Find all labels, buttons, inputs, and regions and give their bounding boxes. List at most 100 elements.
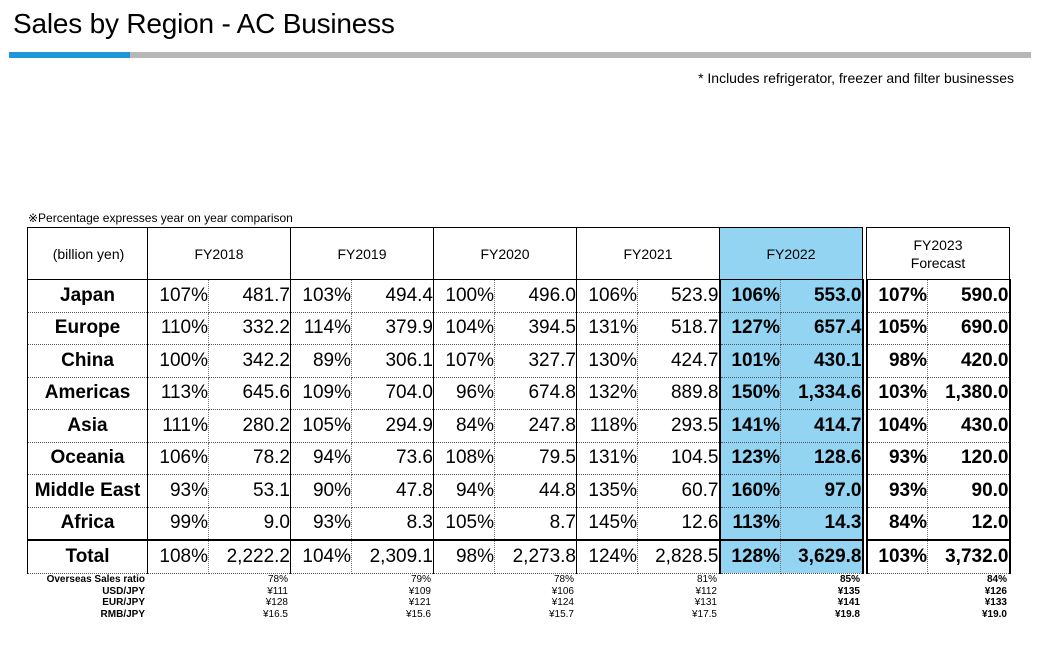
sales-value-cell: 53.1 xyxy=(208,474,291,508)
sales-value-cell: 14.3 xyxy=(780,507,864,541)
footer-value: 85% xyxy=(839,574,860,586)
sales-value-cell: 494.4 xyxy=(351,279,434,313)
title-rule-accent xyxy=(9,52,130,58)
sales-value-cell: 306.1 xyxy=(351,344,434,378)
yoy-percent-cell: 145% xyxy=(576,507,638,541)
table-row: Europe 110% 332.2 114% 379.9 104% 394.5 131% 518… xyxy=(27,312,1011,345)
yoy-percent-cell: 103% xyxy=(865,539,928,574)
table-row: China 100% 342.2 89% 306.1 107% 327.7 130% 424.7… xyxy=(27,344,1011,378)
yoy-percent-cell: 93% xyxy=(865,442,928,475)
footer-value: ¥135 xyxy=(837,585,860,597)
yoy-percent-cell: 101% xyxy=(718,344,781,378)
sales-value-cell: 704.0 xyxy=(351,377,434,410)
footer-row: RMB/JPY ¥16.5 ¥15.6 ¥15.7 ¥17.5 ¥19.8 ¥19.0 xyxy=(27,609,1009,621)
yoy-percent-cell: 98% xyxy=(865,344,928,378)
sales-value-cell: 8.3 xyxy=(351,507,434,541)
sales-value-cell: 9.0 xyxy=(208,507,291,541)
yoy-percent-cell: 131% xyxy=(576,442,638,475)
sales-value-cell: 280.2 xyxy=(208,409,291,443)
sales-value-cell: 420.0 xyxy=(927,344,1011,378)
sales-value-cell: 293.5 xyxy=(637,409,720,443)
sales-value-cell: 481.7 xyxy=(208,279,291,313)
footer-label: EUR/JPY xyxy=(102,597,145,609)
footer-value: ¥121 xyxy=(408,597,431,609)
yoy-percent-cell: 127% xyxy=(718,312,781,345)
sales-value-cell: 60.7 xyxy=(637,474,720,508)
region-label: Middle East xyxy=(27,474,148,508)
footer-value: ¥17.5 xyxy=(691,608,717,620)
yoy-percent-cell: 84% xyxy=(433,409,495,443)
region-label: Europe xyxy=(27,312,148,345)
sales-value-cell: 523.9 xyxy=(637,279,720,313)
sales-value-cell: 78.2 xyxy=(208,442,291,475)
sales-value-cell: 590.0 xyxy=(927,279,1011,313)
sales-value-cell: 97.0 xyxy=(780,474,864,508)
sales-value-cell: 294.9 xyxy=(351,409,434,443)
sales-value-cell: 690.0 xyxy=(927,312,1011,345)
title-rule xyxy=(130,52,1031,58)
yoy-percent-cell: 123% xyxy=(718,442,781,475)
footer-value: 84% xyxy=(986,574,1007,586)
sales-value-cell: 90.0 xyxy=(927,474,1011,508)
footer-value: ¥131 xyxy=(694,597,717,609)
footer-label: RMB/JPY xyxy=(100,608,145,620)
sales-value-cell: 342.2 xyxy=(208,344,291,378)
footer-value: ¥16.5 xyxy=(262,608,288,620)
region-label: Oceania xyxy=(27,442,148,475)
yoy-percent-cell: 150% xyxy=(718,377,781,410)
footer-value: ¥126 xyxy=(984,585,1007,597)
footer-value: ¥15.6 xyxy=(405,608,431,620)
yoy-percent-cell: 94% xyxy=(290,442,352,475)
header-fy2018: FY2018 xyxy=(147,227,291,280)
sales-value-cell: 47.8 xyxy=(351,474,434,508)
sales-value-cell: 889.8 xyxy=(637,377,720,410)
sales-value-cell: 424.7 xyxy=(637,344,720,378)
sales-value-cell: 8.7 xyxy=(494,507,577,541)
yoy-percent-cell: 107% xyxy=(865,279,928,313)
yoy-percent-cell: 160% xyxy=(718,474,781,508)
sales-value-cell: 518.7 xyxy=(637,312,720,345)
header-fy2023-forecast: FY2023 Forecast xyxy=(866,227,1010,280)
yoy-percent-cell: 93% xyxy=(147,474,209,508)
footer-value: 78% xyxy=(267,574,288,586)
footer-row: Overseas Sales ratio 78% 79% 78% 81% 85% 84% xyxy=(27,574,1009,586)
yoy-percent-cell: 124% xyxy=(576,539,638,574)
footer-label: USD/JPY xyxy=(102,585,145,597)
sales-value-cell: 379.9 xyxy=(351,312,434,345)
sales-value-cell: 1,334.6 xyxy=(780,377,864,410)
region-label: Total xyxy=(27,539,148,574)
sales-value-cell: 2,309.1 xyxy=(351,539,434,574)
sales-value-cell: 332.2 xyxy=(208,312,291,345)
yoy-percent-cell: 106% xyxy=(576,279,638,313)
yoy-percent-cell: 135% xyxy=(576,474,638,508)
yoy-percent-cell: 110% xyxy=(147,312,209,345)
yoy-percent-cell: 96% xyxy=(433,377,495,410)
sales-value-cell: 73.6 xyxy=(351,442,434,475)
sales-value-cell: 2,273.8 xyxy=(494,539,577,574)
footer-row: EUR/JPY ¥128 ¥121 ¥124 ¥131 ¥141 ¥133 xyxy=(27,597,1009,609)
yoy-percent-cell: 98% xyxy=(433,539,495,574)
table-row: Americas 113% 645.6 109% 704.0 96% 674.8 132% 88… xyxy=(27,377,1011,410)
footer-value: ¥112 xyxy=(695,585,717,597)
sales-value-cell: 657.4 xyxy=(780,312,864,345)
table-row: Africa 99% 9.0 93% 8.3 105% 8.7 145% 12.6 113% 14.… xyxy=(27,507,1011,541)
table-row: Middle East 93% 53.1 90% 47.8 94% 44.8 135% 60.7… xyxy=(27,474,1011,508)
sales-value-cell: 553.0 xyxy=(780,279,864,313)
yoy-percent-cell: 106% xyxy=(147,442,209,475)
yoy-percent-cell: 128% xyxy=(718,539,781,574)
yoy-percent-cell: 100% xyxy=(433,279,495,313)
yoy-percent-cell: 108% xyxy=(147,539,209,574)
table-row: Oceania 106% 78.2 94% 73.6 108% 79.5 131% 104.5 1… xyxy=(27,442,1011,475)
yoy-percent-cell: 132% xyxy=(576,377,638,410)
yoy-percent-cell: 130% xyxy=(576,344,638,378)
yoy-percent-cell: 103% xyxy=(290,279,352,313)
sales-value-cell: 496.0 xyxy=(494,279,577,313)
sales-value-cell: 128.6 xyxy=(780,442,864,475)
sales-value-cell: 414.7 xyxy=(780,409,864,443)
yoy-percent-cell: 93% xyxy=(865,474,928,508)
sales-value-cell: 3,732.0 xyxy=(927,539,1011,574)
yoy-percent-cell: 84% xyxy=(865,507,928,541)
unit-label: (billion yen) xyxy=(27,227,148,280)
region-label: Japan xyxy=(27,279,148,313)
yoy-percent-cell: 118% xyxy=(576,409,638,443)
